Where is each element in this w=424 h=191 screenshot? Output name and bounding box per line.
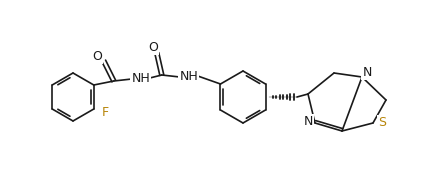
Text: O: O: [148, 40, 158, 53]
Text: S: S: [378, 116, 386, 129]
Text: N: N: [363, 66, 372, 79]
Text: NH: NH: [179, 70, 198, 83]
Text: O: O: [92, 49, 102, 62]
Text: N: N: [303, 114, 312, 128]
Text: NH: NH: [131, 71, 150, 84]
Text: F: F: [102, 105, 109, 118]
